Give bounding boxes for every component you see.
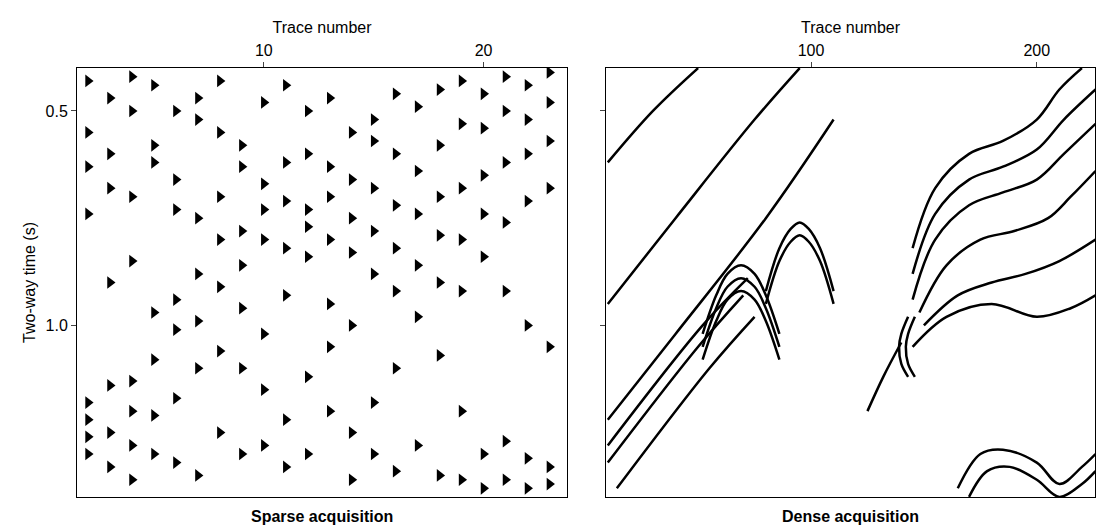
svg-text:Two-way time (s): Two-way time (s) (21, 222, 38, 343)
svg-text:10: 10 (255, 42, 273, 59)
svg-text:1.0: 1.0 (46, 317, 68, 334)
svg-text:Trace number: Trace number (273, 19, 373, 36)
svg-text:200: 200 (1023, 42, 1050, 59)
svg-text:Sparse acquisition: Sparse acquisition (251, 508, 393, 525)
svg-text:Dense acquisition: Dense acquisition (782, 508, 919, 525)
svg-text:20: 20 (475, 42, 493, 59)
svg-text:Trace number: Trace number (801, 19, 901, 36)
svg-text:0.5: 0.5 (46, 103, 68, 120)
svg-text:100: 100 (798, 42, 825, 59)
